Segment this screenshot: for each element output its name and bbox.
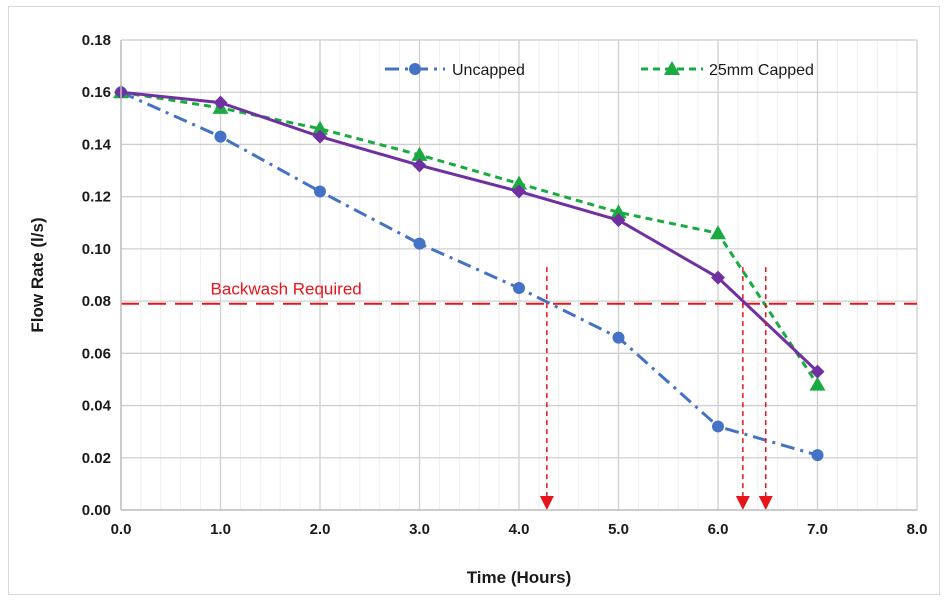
y-tick-label: 0.18 [82, 32, 111, 49]
data-point [313, 129, 327, 144]
x-tick-label: 5.0 [608, 521, 629, 538]
data-point [513, 282, 525, 295]
y-tick-label: 0.08 [82, 293, 111, 310]
series-group [115, 86, 824, 462]
data-point [314, 185, 326, 198]
x-tick-label: 3.0 [409, 521, 430, 538]
data-point [214, 130, 227, 143]
x-tick-label: 0.0 [111, 521, 132, 538]
legend-item-uncapped: Uncapped [385, 62, 525, 79]
legend-marker-capped [664, 61, 680, 75]
legend: Uncapped 25mm Capped [385, 61, 814, 79]
data-point [809, 376, 826, 391]
y-tick-label: 0.12 [82, 189, 111, 206]
legend-label-capped: 25mm Capped [709, 62, 814, 79]
data-point [411, 146, 428, 161]
data-point [810, 364, 825, 379]
threshold-layer: Backwash Required [121, 280, 917, 305]
x-axis-title: Time (Hours) [467, 568, 572, 587]
data-point [811, 449, 824, 462]
x-tick-label: 4.0 [509, 521, 530, 538]
data-point [611, 213, 626, 228]
data-point [413, 237, 426, 250]
x-tick-label: 6.0 [708, 521, 729, 538]
crossing-arrows [539, 267, 773, 510]
backwash-threshold-label: Backwash Required [211, 280, 362, 299]
series-layer [113, 84, 826, 462]
grid-lines [120, 39, 918, 511]
legend-label-uncapped: Uncapped [452, 62, 525, 79]
crossing-arrow-head [735, 496, 750, 510]
x-tick-label: 7.0 [807, 521, 828, 538]
legend-item-capped: 25mm Capped [641, 61, 814, 79]
data-point [710, 225, 726, 240]
data-point [511, 175, 527, 190]
x-tick-label: 1.0 [210, 521, 231, 538]
data-point [412, 158, 427, 173]
data-point [213, 95, 228, 110]
crossing-arrow-head [758, 496, 773, 510]
x-tick-label: 8.0 [907, 521, 928, 538]
series-line [120, 90, 818, 457]
series-group [114, 85, 825, 379]
data-point [512, 184, 526, 199]
data-point [712, 420, 724, 433]
data-point [612, 331, 625, 344]
data-point [610, 204, 627, 219]
y-tick-label: 0.10 [82, 241, 111, 258]
y-axis-title: Flow Rate (l/s) [28, 217, 47, 332]
data-point [312, 120, 328, 135]
axes: 0.0 1.0 2.0 3.0 4.0 5.0 6.0 7.0 8.0 0.00 0.02 0.04 0… [82, 32, 928, 538]
series-line [120, 90, 819, 373]
data-point [711, 270, 725, 285]
y-tick-label: 0.06 [82, 345, 111, 362]
y-tick-label: 0.16 [82, 84, 111, 101]
y-tick-label: 0.14 [82, 136, 112, 153]
y-tick-label: 0.04 [82, 398, 112, 415]
y-tick-label: 0.02 [82, 450, 111, 467]
x-tick-label: 2.0 [310, 521, 331, 538]
crossing-arrow-head [539, 496, 554, 510]
legend-marker-uncapped [409, 63, 421, 75]
y-tick-label: 0.00 [82, 502, 111, 519]
